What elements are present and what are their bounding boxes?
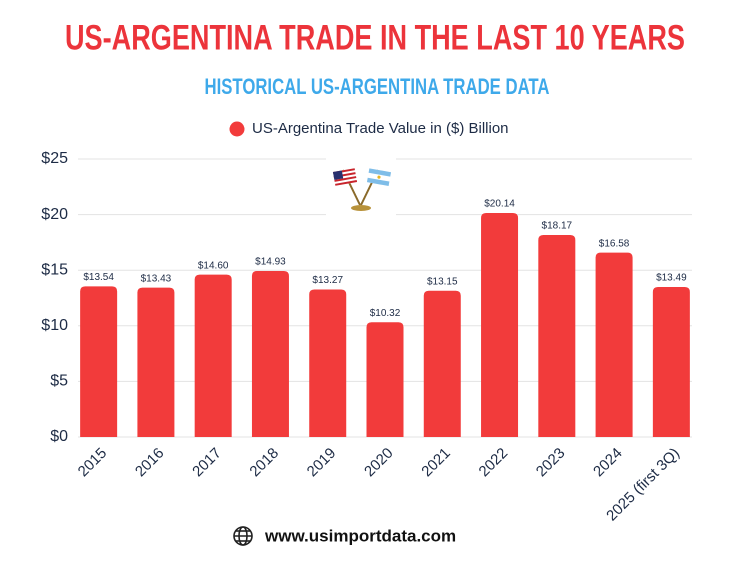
value-label: $20.14: [484, 199, 515, 210]
value-label: $13.43: [141, 273, 172, 284]
bar: [481, 213, 519, 437]
bar: [652, 286, 690, 437]
value-label: $13.27: [312, 275, 343, 286]
y-tick-label: $20: [41, 206, 68, 223]
bar: [137, 287, 175, 437]
legend-swatch: [229, 121, 245, 137]
bar: [80, 286, 118, 437]
bar: [595, 252, 633, 437]
value-label: $10.32: [370, 308, 401, 319]
y-tick-label: $5: [50, 373, 68, 390]
value-label: $13.49: [656, 273, 687, 284]
y-tick-label: $15: [41, 261, 68, 278]
footer-url: www.usimportdata.com: [264, 526, 456, 545]
y-tick-label: $10: [41, 317, 68, 334]
bar: [538, 234, 576, 437]
y-tick-label: $0: [50, 428, 68, 445]
value-label: $14.60: [198, 260, 229, 271]
flags-icon: [326, 152, 396, 216]
bar: [366, 322, 404, 437]
value-label: $14.93: [255, 257, 286, 268]
bar: [423, 290, 461, 437]
value-label: $13.15: [427, 276, 458, 287]
bar: [309, 289, 347, 437]
value-label: $16.58: [599, 238, 630, 249]
value-label: $18.17: [542, 221, 573, 232]
legend-label: US-Argentina Trade Value in ($) Billion: [252, 120, 509, 137]
y-tick-label: $25: [41, 150, 68, 167]
bar: [251, 270, 289, 437]
legend: US-Argentina Trade Value in ($) Billion: [229, 120, 509, 137]
chart-subtitle: HISTORICAL US-ARGENTINA TRADE DATA: [205, 74, 550, 99]
value-label: $13.54: [83, 272, 114, 283]
chart-title: US-ARGENTINA TRADE IN THE LAST 10 YEARS: [65, 18, 685, 57]
bar: [194, 274, 232, 437]
globe-icon: [233, 526, 253, 546]
